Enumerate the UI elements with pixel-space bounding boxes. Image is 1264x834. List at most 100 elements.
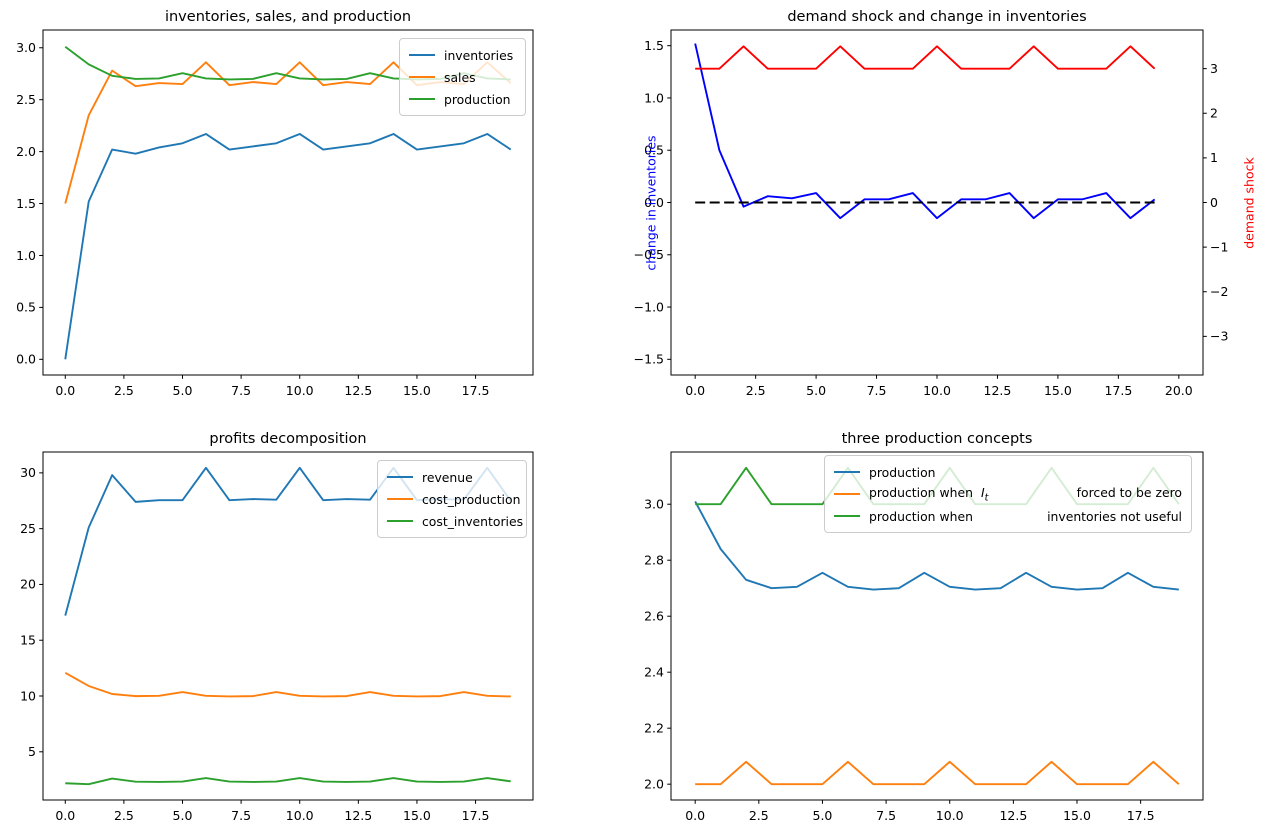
line-cost-production [64,671,511,698]
y-tick-label: 2.0 [644,776,664,791]
legend-label: cost_production [422,491,521,507]
legend-line-sample [387,497,413,501]
x-tick-label: 17.5 [1104,383,1132,398]
right-y-tick-label: −3 [1210,329,1228,344]
y-tick-label: 1.5 [644,38,664,53]
x-tick-label: 10.0 [286,383,314,398]
x-tick-label: 5.0 [813,808,833,823]
legend-label: production when [869,508,973,524]
legend-line-sample [834,470,860,474]
legend-label-right: inventories not useful [1047,508,1182,524]
subplot-profits-decomposition: 0.0 2.5 5.0 7.5 10.0 12.5 15.0 17.5 5 10 15 20 25 30 [20,451,534,823]
x-tick-label: 17.5 [1127,808,1155,823]
line-demand-shock [695,45,1156,70]
line-production [694,500,1179,591]
y-tick-label: 2.6 [644,609,664,624]
y-tick-label: 2.4 [644,664,664,679]
legend-label: revenue [422,469,473,485]
legend-line-sample [387,519,413,523]
x-tick-label: 10.0 [936,808,964,823]
legend-line-sample [409,97,435,101]
legend-label: sales [444,69,476,85]
right-y-tick-label: 3 [1210,61,1218,76]
legend-label: cost_inventories [422,513,524,529]
x-tick-label: 15.0 [403,383,431,398]
y-tick-label: 0.5 [16,300,36,315]
axes-spines [670,29,1204,376]
title-three-production-concepts: three production concepts [841,431,1033,447]
right-y-tick-label: −1 [1210,239,1228,254]
y-tick-label: 2.5 [16,92,36,107]
legend-label-right: forced to be zero [1076,484,1182,500]
y-tick-label: 1.0 [16,248,36,263]
x-tick-label: 2.5 [114,808,134,823]
legend-entry-revenue: revenue [387,466,517,488]
subplot-inventories-sales-production: 0.0 2.5 5.0 7.5 10.0 12.5 15.0 17.5 0.0 0.5 1.0 1.5… [16,29,534,398]
legend-entry-production: production [834,461,1182,483]
legend-label: production [869,464,936,480]
line-cost-inventories [65,777,511,786]
y-tick-label: 10 [20,688,36,703]
x-tick-label: 5.0 [806,383,826,398]
legend-profits-decomposition: revenue cost_production cost_inventories [377,460,527,538]
x-tick-label: 0.0 [685,383,705,398]
legend-inventories-sales-production: inventories sales production [399,38,526,116]
x-tick-label: 7.5 [867,383,887,398]
legend-entry-cost-inventories: cost_inventories [387,510,523,532]
x-tick-label: 0.0 [685,808,705,823]
legend-entry-production-when: production when inventories not useful [834,505,1182,527]
x-tick-label: 2.5 [749,808,769,823]
legend-line-sample [834,492,860,496]
x-tick-label: 2.5 [746,383,766,398]
y-tick-label: 5 [28,744,36,759]
y-tick-label: 3.0 [644,497,664,512]
right-y-tick-label: 1 [1210,150,1218,165]
legend-label: production when It [869,484,989,504]
x-tick-label: 2.5 [114,383,134,398]
y-axis-label-change-in-inventories: change in inventories [643,135,659,271]
y-tick-label: −1.0 [634,299,664,314]
x-tick-label: 7.5 [876,808,896,823]
y-tick-label: 30 [20,465,36,480]
right-y-tick-label: 2 [1210,106,1218,121]
y-tick-label: 2.2 [644,720,664,735]
line-change-in-inventories [694,43,1156,220]
x-tick-label: 12.5 [344,383,372,398]
y-tick-label: 3.0 [16,40,36,55]
y-tick-label: 2.8 [644,553,664,568]
x-tick-label: 12.5 [344,808,372,823]
right-y-tick-label: 0 [1210,195,1218,210]
legend-line-sample [409,75,435,79]
axes-spines [42,29,534,376]
x-tick-label: 15.0 [1063,808,1091,823]
math-symbol-I-sub-t: It [980,484,989,504]
x-tick-label: 17.5 [462,383,490,398]
y-tick-label: 1.5 [16,196,36,211]
y-tick-label: 0.0 [16,352,36,367]
y-tick-label: 0.0 [644,195,664,210]
y-tick-label: 25 [20,521,36,536]
legend-entry-production-when-i: production when It forced to be zero [834,483,1182,505]
legend-line-sample [387,475,413,479]
x-tick-label: 7.5 [231,383,251,398]
title-inventories-sales-production: inventories, sales, and production [164,9,412,25]
legend-label: production [444,91,511,107]
title-demand-shock-change-inventories: demand shock and change in inventories [787,9,1087,25]
x-tick-label: 0.0 [55,383,75,398]
line-inventories [64,133,512,360]
legend-line-sample [834,514,860,518]
x-tick-label: 10.0 [923,383,951,398]
axes-spines [42,451,534,801]
x-tick-label: 15.0 [403,808,431,823]
y-tick-label: −0.5 [634,247,664,262]
y-axis-label-demand-shock: demand shock [1241,157,1257,249]
x-tick-label: 12.5 [984,383,1012,398]
y-tick-label: 2.0 [16,144,36,159]
x-tick-label: 15.0 [1044,383,1072,398]
subplot-demand-shock-change-inventories: 0.0 2.5 5.0 7.5 10.0 12.5 15.0 17.5 2 0.0 −1.5 −1.0… [634,29,1228,398]
x-tick-label: 17.5 [462,808,490,823]
y-tick-label: 15 [20,633,36,648]
legend-line-sample [409,53,435,57]
x-tick-label: 5.0 [173,808,193,823]
y-tick-label: −1.5 [634,352,664,367]
